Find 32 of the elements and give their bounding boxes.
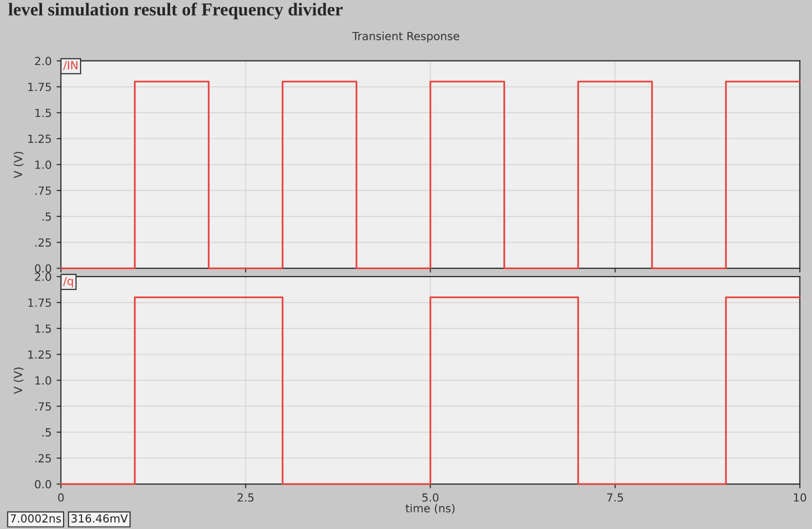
- chart-title: level simulation result of Frequency divider: [8, 2, 343, 20]
- y-axis-title: V (V): [14, 368, 24, 394]
- text: 7.0002ns: [10, 514, 61, 523]
- y-tick-label: .25: [35, 454, 51, 462]
- y-tick-label: 1.0: [35, 376, 52, 385]
- x-tick-label: 2.5: [238, 493, 254, 502]
- y-tick-label: .75: [35, 402, 51, 411]
- y-tick-label: .25: [35, 238, 51, 247]
- y-tick-label: 1.25: [28, 134, 51, 144]
- y-axis-title: V (V): [14, 152, 24, 178]
- y-tick-label: .5: [42, 212, 51, 221]
- y-tick-label: 0.0: [34, 480, 52, 488]
- x-tick-label: 7.5: [607, 493, 623, 502]
- x-tick-label: 0: [58, 493, 64, 502]
- y-tick-label: 1.75: [28, 82, 51, 92]
- y-tick-label: 1.5: [35, 108, 51, 118]
- text: /IN: [63, 61, 78, 70]
- y-tick-label: 1.5: [35, 324, 51, 333]
- text: 316.46mV: [71, 514, 128, 523]
- x-axis-title: time (ns): [406, 504, 454, 514]
- y-tick-label: 0.0: [34, 264, 52, 273]
- y-tick-label: .75: [35, 186, 51, 195]
- chart-subtitle: Transient Response: [352, 32, 460, 42]
- y-tick-label: 1.75: [28, 298, 51, 307]
- text: /q: [63, 276, 73, 288]
- x-tick-label: 5.0: [422, 493, 438, 502]
- y-tick-label: 1.0: [35, 160, 52, 169]
- y-tick-label: 2.0: [35, 56, 52, 66]
- y-tick-label: .5: [42, 428, 51, 437]
- x-tick-label: 10: [794, 493, 806, 502]
- y-tick-label: 2.0: [35, 272, 52, 281]
- y-tick-label: 1.25: [28, 350, 51, 359]
